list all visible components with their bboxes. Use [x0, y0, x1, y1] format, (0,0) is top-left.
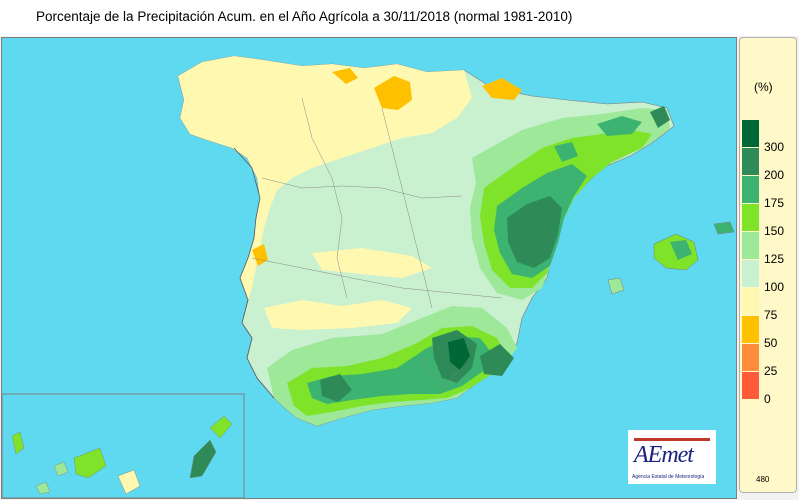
precipitation-map: [2, 38, 736, 498]
region-north-50-75-c: [332, 68, 358, 84]
legend-label-125: 125: [764, 252, 785, 266]
region-andalusia-200-300: [320, 374, 352, 402]
logo-mark: AEmet: [634, 442, 694, 468]
legend-swatch-150: [742, 204, 759, 231]
menorca: [713, 221, 735, 235]
legend-unit: (%): [754, 80, 773, 94]
legend-label-200: 200: [764, 168, 785, 182]
logo-stripe: [634, 438, 710, 441]
region-south-band: [264, 300, 412, 330]
canary-tenerife: [73, 447, 107, 479]
canary-fuerteventura: [189, 439, 217, 479]
canary-la-palma: [11, 431, 25, 455]
ibiza: [607, 277, 625, 295]
legend-label-75: 75: [764, 308, 778, 322]
legend-swatch-175: [742, 176, 759, 203]
map-panel: [1, 37, 737, 499]
aemet-logo: AEmet Agencia Estatal de Meteorología: [628, 430, 716, 484]
region-northeast-175-200: [597, 116, 642, 136]
canary-gran-canaria: [117, 469, 141, 495]
map-number: 480: [756, 475, 770, 484]
logo-subtitle: Agencia Estatal de Meteorología: [632, 474, 705, 480]
legend-swatch-50: [742, 316, 759, 343]
legend-swatch-25: [742, 344, 759, 371]
canary-el-hierro: [35, 481, 51, 495]
mallorca-wet: [670, 240, 692, 260]
legend-panel: (%) 300 200 175 150 125 100 75 50 25 0: [739, 37, 797, 493]
legend-label-300: 300: [764, 140, 785, 154]
region-north-50-75-b: [482, 78, 522, 100]
canary-la-gomera: [53, 461, 69, 477]
legend-label-25: 25: [764, 364, 778, 378]
canary-lanzarote: [209, 415, 233, 439]
region-murcia-200-300: [480, 344, 514, 376]
legend-swatch-75: [742, 288, 759, 315]
legend-swatch-300: [742, 120, 759, 147]
region-northeast-200-300: [650, 106, 670, 128]
region-southeast-300: [448, 338, 470, 370]
legend-label-100: 100: [764, 280, 785, 294]
legend-swatch-125: [742, 232, 759, 259]
legend-label-175: 175: [764, 196, 785, 210]
region-west-75-100: [178, 56, 472, 300]
legend-swatch-200: [742, 148, 759, 175]
region-ebro-175-200: [554, 142, 578, 162]
region-central-band: [312, 248, 432, 278]
region-east-200-300: [507, 196, 562, 268]
province-borders: [251, 97, 503, 389]
legend-label-150: 150: [764, 224, 785, 238]
legend-swatch-100: [742, 260, 759, 287]
portugal-border: [233, 147, 275, 399]
region-north-50-75-a: [374, 76, 412, 110]
legend-label-50: 50: [764, 336, 778, 350]
legend-label-0: 0: [764, 392, 771, 406]
legend-swatch-0: [742, 372, 759, 399]
title-bar: Porcentaje de la Precipitación Acum. en …: [0, 0, 799, 36]
map-title: Porcentaje de la Precipitación Acum. en …: [36, 9, 573, 24]
